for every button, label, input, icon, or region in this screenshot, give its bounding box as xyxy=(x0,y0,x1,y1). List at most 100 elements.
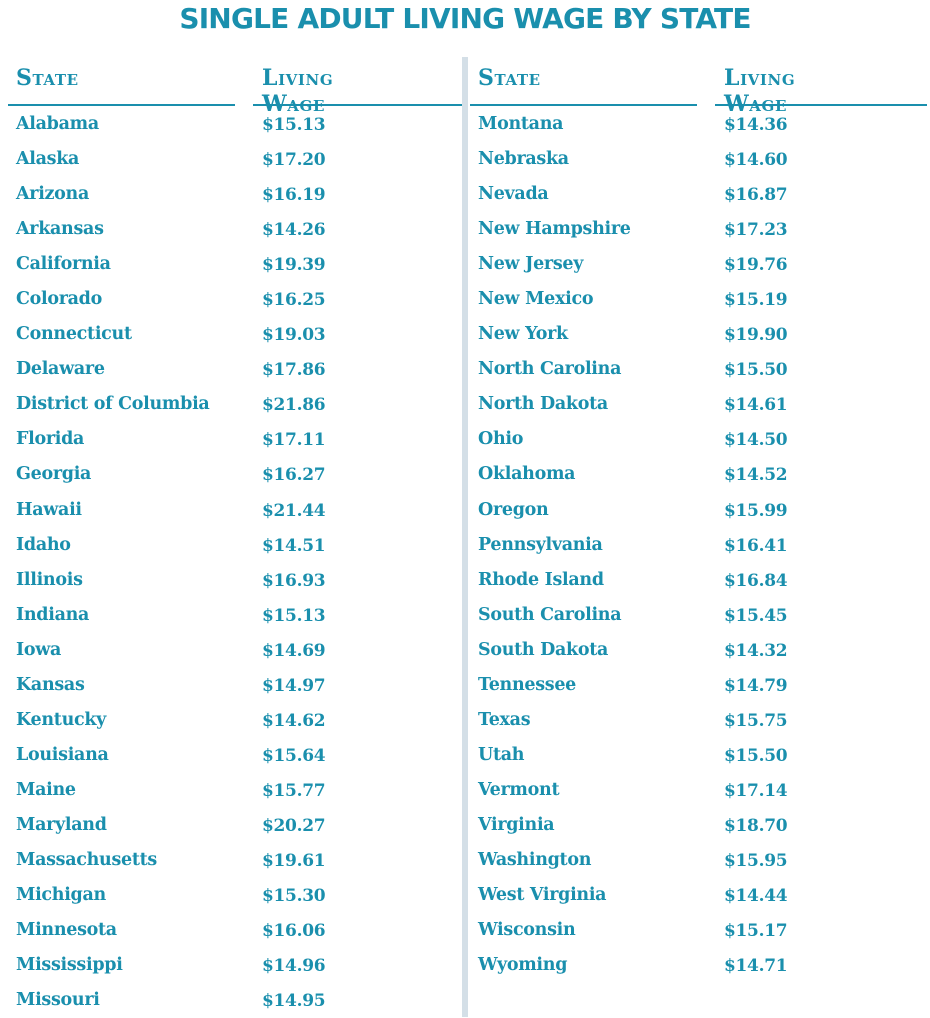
living-wage-value: $14.26 xyxy=(262,220,326,241)
state-name: Massachusetts xyxy=(16,849,157,870)
living-wage-value: $19.03 xyxy=(262,325,326,346)
state-name: Washington xyxy=(478,849,592,870)
living-wage-value: $15.99 xyxy=(724,500,788,521)
state-name: Kansas xyxy=(16,674,85,695)
living-wage-value: $16.06 xyxy=(262,921,326,942)
column-header-living-wage: Living Wage xyxy=(262,65,334,117)
living-wage-value: $14.61 xyxy=(724,395,788,416)
state-name: Utah xyxy=(478,744,525,765)
state-name: Iowa xyxy=(16,639,62,660)
column-header-state: State xyxy=(16,65,79,91)
living-wage-value: $15.64 xyxy=(262,745,326,766)
living-wage-value: $19.90 xyxy=(724,325,788,346)
state-name: Georgia xyxy=(16,464,92,485)
state-name: Florida xyxy=(16,429,85,450)
state-name: Alaska xyxy=(16,149,80,170)
living-wage-value: $15.50 xyxy=(724,745,788,766)
state-name: Idaho xyxy=(16,534,71,555)
state-name: Maryland xyxy=(16,814,107,835)
living-wage-value: $17.86 xyxy=(262,360,326,381)
living-wage-value: $15.17 xyxy=(724,921,788,942)
header-rule xyxy=(8,104,235,106)
living-wage-value: $14.97 xyxy=(262,675,326,696)
living-wage-value: $19.39 xyxy=(262,255,326,276)
column-divider xyxy=(462,57,468,1017)
state-name: Minnesota xyxy=(16,920,117,941)
living-wage-value: $19.76 xyxy=(724,255,788,276)
state-name: Alabama xyxy=(16,114,99,134)
living-wage-value: $17.14 xyxy=(724,780,788,801)
state-name: Rhode Island xyxy=(478,569,604,590)
living-wage-value: $14.50 xyxy=(724,430,788,451)
state-name: Tennessee xyxy=(478,674,577,695)
state-name: Montana xyxy=(478,114,564,134)
state-name: Arizona xyxy=(16,184,90,205)
living-wage-value: $14.69 xyxy=(262,640,326,661)
living-wage-value: $21.86 xyxy=(262,395,326,416)
state-name: Connecticut xyxy=(16,324,132,345)
state-name: Ohio xyxy=(478,429,524,450)
state-name: Illinois xyxy=(16,569,83,590)
living-wage-value: $14.71 xyxy=(724,956,788,977)
state-name: Vermont xyxy=(478,779,560,800)
state-name: Oregon xyxy=(478,499,549,520)
state-name: Wisconsin xyxy=(478,920,576,941)
living-wage-value: $14.44 xyxy=(724,886,788,907)
state-name: Missouri xyxy=(16,990,100,1011)
state-name: New Mexico xyxy=(478,289,594,310)
state-name: Kentucky xyxy=(16,709,107,730)
living-wage-value: $18.70 xyxy=(724,815,788,836)
state-name: New Jersey xyxy=(478,254,584,275)
living-wage-value: $16.93 xyxy=(262,570,326,591)
page-title: SINGLE ADULT LIVING WAGE BY STATE xyxy=(179,2,751,35)
state-name: Arkansas xyxy=(16,219,104,240)
state-name: Maine xyxy=(16,779,76,800)
state-name: Delaware xyxy=(16,359,105,380)
living-wage-value: $19.61 xyxy=(262,850,326,871)
living-wage-value: $15.13 xyxy=(262,115,326,135)
living-wage-value: $15.50 xyxy=(724,360,788,381)
living-wage-value: $17.23 xyxy=(724,220,788,241)
living-wage-value: $14.51 xyxy=(262,535,326,556)
header-rule xyxy=(253,104,465,106)
living-wage-value: $15.45 xyxy=(724,605,788,626)
state-name: Indiana xyxy=(16,604,90,625)
state-name: Nevada xyxy=(478,184,549,205)
living-wage-value: $14.96 xyxy=(262,956,326,977)
living-wage-value: $15.77 xyxy=(262,780,326,801)
state-name: North Dakota xyxy=(478,394,608,415)
state-name: West Virginia xyxy=(478,885,607,906)
state-name: Oklahoma xyxy=(478,464,576,485)
living-wage-value: $16.84 xyxy=(724,570,788,591)
living-wage-value: $14.36 xyxy=(724,115,788,135)
living-wage-value: $16.87 xyxy=(724,185,788,206)
state-name: Texas xyxy=(478,709,531,730)
state-name: South Dakota xyxy=(478,639,609,660)
living-wage-value: $16.41 xyxy=(724,535,788,556)
living-wage-value: $21.44 xyxy=(262,500,326,521)
living-wage-value: $17.11 xyxy=(262,430,326,451)
living-wage-value: $20.27 xyxy=(262,815,326,836)
state-name: Michigan xyxy=(16,885,106,906)
living-wage-value: $16.27 xyxy=(262,465,326,486)
living-wage-value: $15.30 xyxy=(262,886,326,907)
state-name: Louisiana xyxy=(16,744,109,765)
state-name: Mississippi xyxy=(16,955,123,976)
living-wage-value: $16.19 xyxy=(262,185,326,206)
living-wage-value: $15.75 xyxy=(724,710,788,731)
living-wage-value: $16.25 xyxy=(262,290,326,311)
state-name: New York xyxy=(478,324,568,345)
living-wage-value: $17.20 xyxy=(262,150,326,171)
living-wage-value: $14.79 xyxy=(724,675,788,696)
living-wage-value: $15.95 xyxy=(724,850,788,871)
state-name: Wyoming xyxy=(478,955,568,976)
state-name: Colorado xyxy=(16,289,102,310)
state-name: North Carolina xyxy=(478,359,622,380)
state-name: District of Columbia xyxy=(16,394,210,415)
state-name: New Hampshire xyxy=(478,219,631,240)
living-wage-value: $14.62 xyxy=(262,710,326,731)
living-wage-value: $14.52 xyxy=(724,465,788,486)
state-name: Pennsylvania xyxy=(478,534,603,555)
state-name: South Carolina xyxy=(478,604,622,625)
living-wage-value: $15.19 xyxy=(724,290,788,311)
